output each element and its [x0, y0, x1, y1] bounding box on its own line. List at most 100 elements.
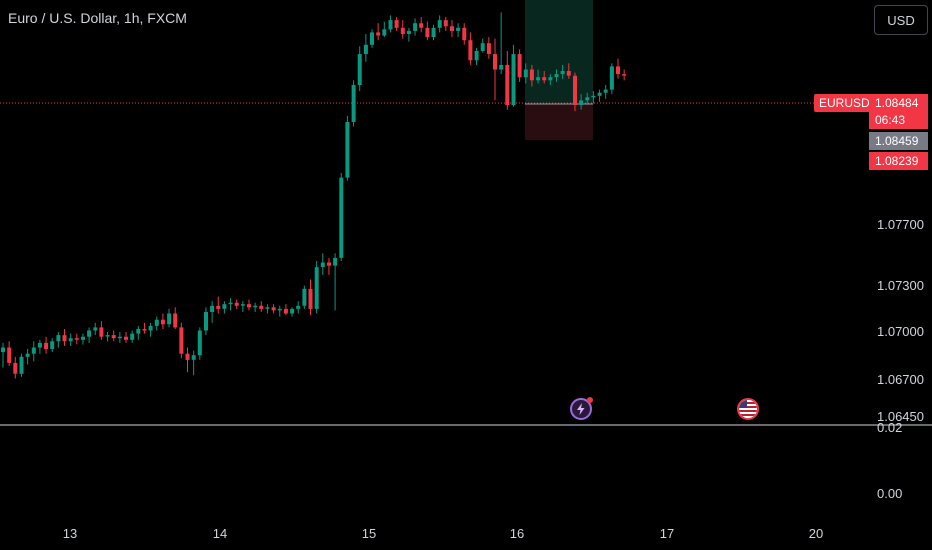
candle-body	[573, 75, 577, 105]
candle-body	[204, 312, 208, 331]
candle-body	[81, 336, 85, 340]
candle-body	[105, 335, 110, 337]
last-price-tag: 1.08484	[869, 94, 928, 112]
candle-body	[160, 319, 165, 325]
candle-body	[529, 69, 534, 81]
candle-body	[609, 66, 614, 90]
candle-body	[456, 27, 461, 31]
candle-body	[44, 342, 49, 350]
position-zones	[525, 0, 593, 140]
candle-body	[425, 27, 430, 38]
candle-body	[536, 77, 541, 81]
candle-body	[308, 288, 313, 309]
x-tick-label: 13	[63, 526, 77, 541]
candle-body	[388, 20, 393, 30]
indicator-tick-label: 0.02	[877, 420, 902, 435]
candle-body	[124, 336, 128, 340]
candle-body	[19, 356, 24, 374]
candle-body	[179, 327, 184, 354]
indicator-tick-label: 0.00	[877, 486, 902, 501]
candle-body	[480, 43, 485, 51]
candle-body	[56, 335, 61, 342]
candle-body	[222, 304, 227, 309]
candle-body	[37, 342, 42, 348]
x-tick-label: 14	[213, 526, 227, 541]
candle-body	[431, 27, 436, 38]
countdown-tag: 06:43	[869, 112, 928, 129]
candle-body	[1, 347, 5, 353]
candle-body	[493, 54, 497, 70]
candle-body	[376, 32, 381, 36]
candle-body	[339, 177, 344, 258]
candle-body	[579, 100, 584, 105]
y-tick-label: 1.06450	[877, 409, 924, 424]
candle-body	[333, 257, 338, 266]
lightning-icon[interactable]	[570, 397, 593, 420]
candle-body	[450, 26, 454, 31]
candle-body	[99, 327, 104, 337]
candle-body	[130, 333, 135, 340]
candle-body	[167, 313, 172, 325]
candle-body	[413, 23, 418, 31]
time-axis-ticks: 13 14 15 16 17 20	[63, 526, 823, 541]
candle-body	[523, 69, 528, 78]
candle-body	[443, 20, 448, 27]
currency-button[interactable]: USD	[874, 5, 928, 35]
candle-body	[87, 330, 92, 337]
y-tick-label: 1.06700	[877, 372, 924, 387]
target-zone	[525, 0, 593, 104]
candle-body	[7, 347, 12, 363]
candle-body	[437, 20, 442, 28]
candle-body	[345, 122, 350, 178]
candle-body	[468, 40, 473, 61]
chart-title: Euro / U.S. Dollar, 1h, FXCM	[8, 10, 187, 26]
candle-body	[234, 302, 239, 306]
candle-body	[247, 304, 251, 308]
candle-body	[173, 313, 178, 328]
us-flag-icon[interactable]	[737, 398, 759, 420]
candle-body	[616, 66, 620, 75]
candle-body	[290, 308, 295, 314]
candle-body	[597, 92, 602, 96]
candle-body	[296, 305, 301, 309]
candle-body	[185, 353, 190, 360]
stop-price-tag: 1.08239	[869, 152, 928, 170]
candle-body	[327, 262, 331, 266]
candle-body	[566, 71, 571, 76]
candle-body	[394, 20, 399, 28]
stop-zone	[525, 104, 593, 140]
candle-body	[462, 27, 467, 41]
candles-group	[1, 12, 627, 379]
candle-body	[62, 335, 67, 342]
candle-body	[419, 23, 424, 28]
candle-body	[370, 32, 374, 45]
candle-body	[93, 327, 98, 331]
candle-body	[302, 288, 307, 306]
candle-body	[228, 302, 233, 305]
candle-body	[283, 308, 288, 314]
y-tick-label: 1.07700	[877, 217, 924, 232]
candle-body	[382, 29, 387, 36]
candle-body	[191, 355, 196, 360]
candle-body	[505, 64, 510, 106]
candle-body	[154, 319, 159, 326]
candle-body	[13, 362, 18, 374]
candle-body	[560, 71, 565, 75]
candle-body	[554, 74, 559, 78]
candle-body	[25, 353, 30, 357]
candle-body	[50, 341, 55, 349]
notification-dot	[587, 397, 593, 403]
x-tick-label: 16	[510, 526, 524, 541]
candle-body	[216, 305, 221, 309]
candle-body	[591, 95, 596, 98]
price-axis-ticks: 1.07700 1.07300 1.07000 1.06700 1.06450 …	[877, 217, 924, 501]
candle-body	[400, 27, 405, 34]
candle-body	[320, 262, 325, 268]
candle-body	[253, 305, 258, 308]
candle-body	[136, 329, 141, 334]
candle-body	[68, 338, 73, 342]
candle-body	[585, 97, 590, 101]
candle-body	[314, 267, 319, 309]
candle-body	[197, 330, 202, 356]
